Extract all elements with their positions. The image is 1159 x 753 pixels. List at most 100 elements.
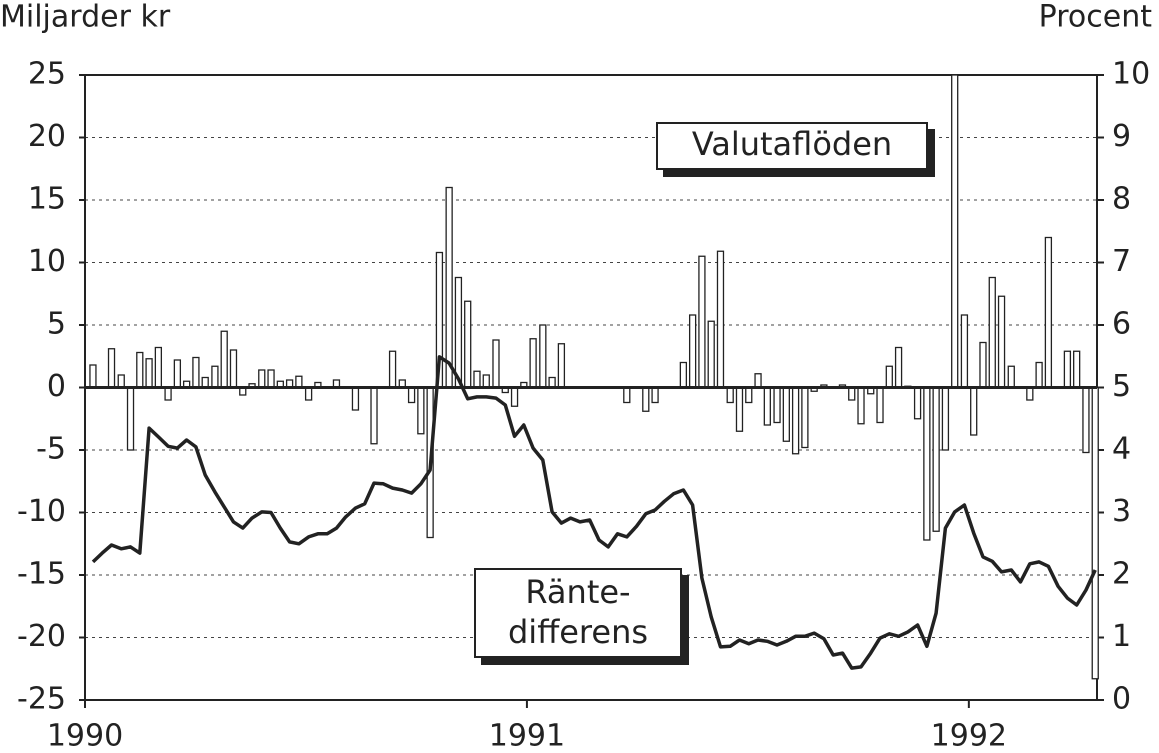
bar [1044, 236, 1053, 389]
bar [529, 338, 537, 389]
bar [1082, 386, 1090, 454]
bar [220, 330, 228, 389]
y-tick-label: 0 [47, 369, 66, 404]
bar [848, 386, 856, 401]
bar [997, 295, 1006, 389]
bar [117, 374, 125, 389]
bar [473, 370, 481, 389]
bar [932, 386, 940, 532]
bar [716, 250, 725, 389]
bar [941, 386, 950, 451]
bar [351, 386, 360, 411]
bar [454, 276, 463, 389]
bar [492, 339, 500, 389]
bar [707, 320, 715, 389]
bar [642, 386, 650, 412]
y-tick-label: -25 [17, 682, 66, 717]
y2-tick-label: 7 [1112, 244, 1131, 279]
bar [885, 365, 893, 389]
bar [1063, 350, 1072, 389]
y2-tick-label: 8 [1112, 182, 1131, 217]
bar [951, 74, 959, 389]
bar [698, 255, 706, 389]
bar [651, 386, 659, 404]
y2-tick-label: 4 [1112, 432, 1131, 467]
bar [623, 386, 631, 404]
bar [445, 186, 453, 389]
x-tick-label: 1991 [489, 719, 565, 753]
y-tick-label: 10 [28, 244, 66, 279]
bar [1073, 350, 1081, 389]
bar [107, 348, 116, 389]
y2-tick-label: 1 [1112, 619, 1131, 654]
x-tick-label: 1990 [47, 719, 123, 753]
line-series-label: Ränte- differens [474, 568, 682, 658]
bar [970, 386, 978, 436]
y2-tick-label: 6 [1112, 307, 1131, 342]
bar [258, 369, 266, 389]
y-tick-label: -15 [17, 557, 66, 592]
bar [304, 386, 313, 401]
bar [679, 361, 688, 389]
x-tick-label: 1992 [931, 719, 1007, 753]
bar [164, 386, 172, 401]
bar [923, 386, 931, 541]
bar [745, 386, 753, 404]
bar [267, 369, 275, 389]
bar [876, 386, 884, 424]
bar [417, 386, 425, 435]
bar [726, 386, 734, 404]
y-axis-label: Miljarder kr [0, 0, 171, 35]
bar [979, 341, 987, 389]
line [91, 355, 1097, 670]
bar [145, 358, 153, 389]
bar [407, 386, 416, 404]
y-tick-label: -10 [17, 494, 66, 529]
y2-tick-label: 10 [1112, 57, 1150, 92]
bar [754, 373, 762, 389]
bar [89, 364, 97, 389]
bar [388, 350, 397, 389]
y-tick-label: 20 [28, 119, 66, 154]
bar [988, 276, 996, 389]
bar [211, 365, 219, 389]
bar [557, 343, 566, 389]
bar [229, 349, 238, 389]
y-tick-label: 5 [47, 307, 66, 342]
bar [894, 346, 903, 389]
y2-tick-label: 5 [1112, 369, 1131, 404]
y-tick-label: -5 [36, 432, 66, 467]
bar [482, 374, 490, 389]
bar [510, 386, 519, 407]
bar [688, 314, 697, 389]
bar-series-label: Valutaflöden [656, 122, 928, 170]
bar [192, 356, 200, 389]
y2-tick-label: 9 [1112, 119, 1131, 154]
bar [295, 375, 303, 389]
y-tick-label: 15 [28, 182, 66, 217]
bar [370, 386, 378, 445]
y-tick-label: 25 [28, 57, 66, 92]
y2-axis-label: Procent [1039, 0, 1153, 35]
bar [857, 386, 865, 425]
y2-tick-label: 3 [1112, 494, 1131, 529]
bar [960, 314, 969, 389]
bar [136, 351, 144, 389]
y2-tick-label: 2 [1112, 557, 1131, 592]
bar [913, 386, 922, 420]
bar [173, 359, 182, 389]
y-tick-label: -20 [17, 619, 66, 654]
bar [801, 386, 809, 449]
bar [782, 386, 790, 442]
bar [1091, 386, 1099, 680]
bar [763, 386, 771, 426]
bar [154, 346, 163, 389]
bar [735, 386, 744, 432]
bar [791, 386, 800, 455]
bar [126, 386, 135, 451]
bar [1035, 361, 1043, 389]
y2-tick-label: 0 [1112, 682, 1131, 717]
bar [773, 386, 781, 424]
